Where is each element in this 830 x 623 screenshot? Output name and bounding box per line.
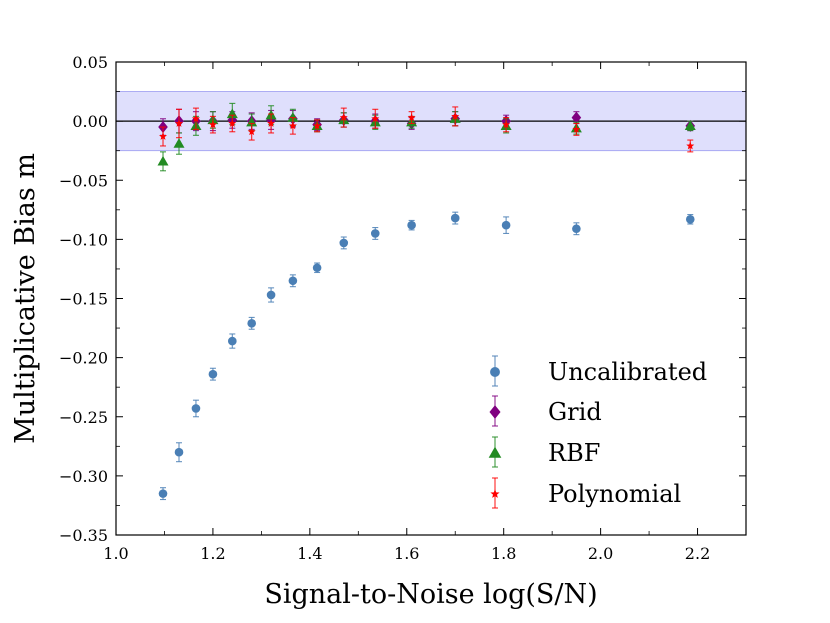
point-polynomial-11 xyxy=(407,113,416,121)
point-polynomial-4 xyxy=(228,119,237,127)
point-uncalibrated-9 xyxy=(339,238,349,248)
point-uncalibrated-7 xyxy=(288,276,298,286)
x-tick-label-6: 2.2 xyxy=(685,544,710,563)
point-uncalibrated-5 xyxy=(247,319,256,328)
point-polynomial-1 xyxy=(175,119,183,127)
point-uncalibrated-0 xyxy=(158,489,168,498)
y-tick-label-1: 0.00 xyxy=(72,112,108,131)
point-uncalibrated-14 xyxy=(572,224,581,234)
point-polynomial-6 xyxy=(267,119,276,127)
point-polynomial-0 xyxy=(159,132,167,140)
y-axis-title: Multiplicative Bias m xyxy=(10,153,41,444)
legend-marker-polynomial xyxy=(490,489,500,498)
y-tick-label-4: −0.15 xyxy=(59,290,108,309)
plot-area xyxy=(115,61,747,536)
y-tick-label-6: −0.25 xyxy=(59,408,108,427)
series-uncalibrated xyxy=(158,211,695,501)
point-uncalibrated-1 xyxy=(174,447,184,457)
point-uncalibrated-13 xyxy=(501,220,511,230)
x-tick-label-5: 2.0 xyxy=(588,544,613,563)
point-rbf-15 xyxy=(684,120,696,130)
y-tick-label-0: 0.05 xyxy=(72,53,108,72)
point-polynomial-3 xyxy=(208,120,217,129)
point-polynomial-15 xyxy=(686,141,695,150)
point-rbf-7 xyxy=(287,112,299,122)
legend-label-polynomial: Polynomial xyxy=(548,480,681,508)
point-polynomial-14 xyxy=(572,125,581,133)
point-uncalibrated-2 xyxy=(191,404,201,413)
legend-marker-uncalibrated xyxy=(490,367,500,377)
y-tick-label-3: −0.10 xyxy=(59,230,108,249)
y-tick-label-2: −0.05 xyxy=(59,171,108,190)
point-uncalibrated-8 xyxy=(312,263,322,273)
legend-marker-grid xyxy=(489,405,501,419)
point-uncalibrated-10 xyxy=(370,229,380,238)
x-tick-label-0: 1.0 xyxy=(103,544,128,563)
point-polynomial-8 xyxy=(313,121,322,130)
point-uncalibrated-3 xyxy=(208,369,218,379)
y-tick-label-5: −0.20 xyxy=(59,349,108,368)
legend: Uncalibrated Grid RBF Polynomial xyxy=(488,355,707,509)
point-rbf-0 xyxy=(157,155,169,166)
point-grid-14 xyxy=(571,111,582,124)
point-uncalibrated-6 xyxy=(266,290,276,300)
point-polynomial-13 xyxy=(502,120,511,129)
point-polynomial-12 xyxy=(451,112,460,120)
point-uncalibrated-4 xyxy=(228,336,237,346)
axis-ticks: 1.0 1.2 1.4 1.6 1.8 2.0 2.2 0.05 0.00 −0.05 −0.10 −… xyxy=(59,53,746,563)
x-tick-label-2: 1.4 xyxy=(297,544,322,563)
x-tick-label-3: 1.6 xyxy=(394,544,419,563)
point-polynomial-7 xyxy=(288,121,297,130)
legend-marker-rbf xyxy=(488,446,502,458)
point-uncalibrated-12 xyxy=(450,213,460,223)
x-tick-label-4: 1.8 xyxy=(491,544,516,563)
x-axis-title: Signal-to-Noise log(S/N) xyxy=(264,579,597,610)
legend-label-uncalibrated: Uncalibrated xyxy=(548,358,707,386)
y-tick-label-7: −0.30 xyxy=(59,467,108,486)
point-uncalibrated-15 xyxy=(685,214,695,224)
x-tick-label-1: 1.2 xyxy=(200,544,225,563)
point-polynomial-10 xyxy=(371,114,380,123)
y-axis-title-text: Multiplicative Bias m xyxy=(10,153,41,444)
y-tick-label-8: −0.35 xyxy=(59,526,108,545)
legend-label-grid: Grid xyxy=(548,398,602,426)
x-axis-title-text: Signal-to-Noise log(S/N) xyxy=(264,579,597,610)
series-polynomial xyxy=(159,106,695,153)
point-polynomial-2 xyxy=(191,114,200,123)
point-uncalibrated-11 xyxy=(407,220,416,230)
legend-label-rbf: RBF xyxy=(548,439,600,467)
point-rbf-1 xyxy=(173,138,185,148)
point-polynomial-5 xyxy=(247,127,256,136)
point-polynomial-9 xyxy=(339,113,348,121)
